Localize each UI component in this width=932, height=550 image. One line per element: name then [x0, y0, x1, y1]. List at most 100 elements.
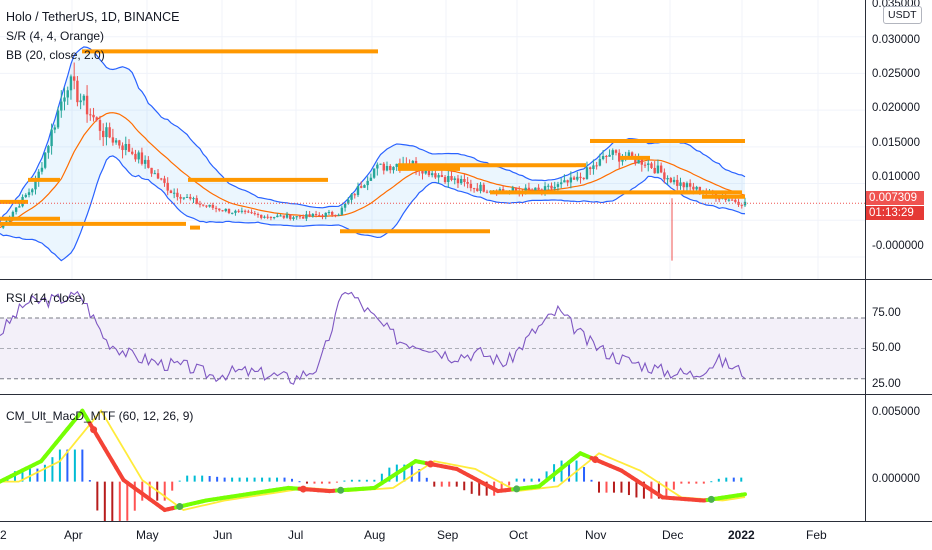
time-label: Jun — [213, 528, 233, 542]
candle-body — [740, 204, 743, 206]
candle-body — [60, 101, 63, 111]
pane-separator[interactable] — [0, 279, 932, 280]
candle-body — [140, 152, 144, 164]
macd-histogram-bar — [538, 478, 541, 482]
candle-body — [385, 165, 389, 171]
candle-body — [14, 207, 18, 212]
candle-body — [247, 211, 250, 213]
candle-body — [360, 186, 363, 188]
candle-body — [182, 197, 186, 199]
candle-body — [63, 97, 66, 102]
candle-body — [211, 204, 215, 208]
candle-body — [682, 182, 685, 188]
candle-body — [92, 114, 95, 118]
macd-axis[interactable]: 0.005000 0.000000 — [865, 395, 932, 521]
macd-histogram-bar — [283, 477, 286, 482]
macd-histogram-bar — [186, 475, 189, 482]
macd-histogram-bar — [642, 481, 645, 499]
candle-body — [231, 212, 234, 214]
macd-histogram-bar — [470, 481, 473, 494]
candle-body — [250, 212, 253, 214]
candle-body — [640, 158, 643, 165]
candle-body — [463, 178, 466, 183]
macd-histogram-bar — [612, 481, 615, 493]
macd-tick: 0.005000 — [872, 406, 920, 418]
rsi-legend[interactable]: RSI (14, close) — [6, 291, 86, 305]
candle-body — [585, 167, 589, 179]
candle-body — [11, 211, 15, 217]
macd-histogram-bar — [545, 471, 548, 482]
candle-body — [666, 178, 669, 180]
candle-body — [608, 154, 611, 157]
bollinger-lower-line — [0, 155, 746, 262]
macd-histogram-bar — [530, 478, 533, 482]
macd-histogram-bar — [485, 481, 488, 496]
candle-body — [669, 178, 673, 183]
macd-histogram-bar — [560, 460, 563, 482]
macd-histogram-bar — [740, 477, 743, 482]
time-label: Dec — [662, 528, 684, 542]
currency-badge[interactable]: USDT — [883, 6, 922, 24]
rsi-chart[interactable] — [0, 280, 865, 394]
candle-body — [237, 210, 240, 212]
candle-body — [679, 182, 682, 186]
candle-body — [166, 182, 169, 191]
candle-body — [66, 90, 69, 98]
price-tick: 0.025000 — [872, 68, 920, 80]
macd-pane[interactable]: CM_Ult_MacD_MTF (60, 12, 26, 9) — [0, 395, 865, 521]
symbol-title[interactable]: Holo / TetherUS, 1D, BINANCE — [6, 10, 180, 24]
candle-body — [559, 182, 563, 185]
macd-histogram-bar — [268, 477, 271, 482]
candle-body — [198, 203, 202, 205]
macd-chart[interactable] — [0, 395, 865, 521]
time-axis[interactable]: 2 Apr May Jun Jul Aug Sep Oct Nov Dec 20… — [0, 522, 932, 550]
macd-histogram-bar — [88, 480, 91, 482]
candle-body — [537, 187, 540, 190]
candle-body — [150, 167, 153, 174]
macd-tick: 0.000000 — [872, 473, 920, 485]
candle-body — [572, 177, 576, 180]
candle-body — [79, 100, 82, 103]
price-tick: 0.015000 — [872, 137, 920, 149]
candle-body — [343, 203, 347, 208]
candle-body — [305, 214, 308, 219]
candle-body — [734, 199, 737, 202]
macd-histogram-bar — [118, 481, 121, 521]
macd-histogram-bar — [568, 460, 571, 482]
macd-histogram-bar — [223, 477, 226, 482]
candle-body — [382, 163, 385, 171]
candle-body — [611, 150, 614, 155]
candle-body — [289, 214, 292, 219]
price-chart[interactable] — [0, 0, 865, 279]
candle-body — [95, 117, 98, 121]
macd-histogram-bar — [590, 479, 593, 482]
candle-body — [476, 188, 479, 192]
candle-body — [550, 185, 553, 189]
macd-histogram-bar — [440, 481, 443, 487]
rsi-axis[interactable]: 75.00 50.00 25.00 — [865, 280, 932, 394]
time-label: Jul — [288, 528, 304, 542]
bb-indicator-legend[interactable]: BB (20, close, 2.0) — [6, 48, 105, 62]
price-tick: 0.035000 — [872, 0, 920, 10]
price-axis[interactable]: 0.035000 0.030000 0.025000 0.020000 0.01… — [865, 0, 932, 279]
macd-histogram-bar — [717, 478, 720, 482]
pane-separator[interactable] — [0, 394, 932, 395]
candle-body — [672, 179, 676, 183]
candle-body — [643, 164, 647, 166]
price-pane[interactable]: Holo / TetherUS, 1D, BINANCE S/R (4, 4, … — [0, 0, 865, 279]
candle-body — [663, 172, 666, 180]
candle-body — [434, 173, 437, 178]
candle-body — [337, 214, 340, 216]
sr-indicator-legend[interactable]: S/R (4, 4, Orange) — [6, 29, 105, 43]
candle-body — [688, 183, 692, 187]
candle-body — [176, 192, 179, 197]
candle-body — [456, 178, 460, 184]
price-tick: -0.000000 — [872, 240, 924, 252]
macd-legend[interactable]: CM_Ult_MacD_MTF (60, 12, 26, 9) — [6, 409, 194, 423]
candle-body — [279, 215, 282, 217]
macd-histogram-bar — [657, 481, 660, 499]
candle-body — [459, 178, 463, 184]
candle-body — [195, 198, 198, 204]
candle-body — [40, 167, 44, 172]
rsi-pane[interactable]: RSI (14, close) — [0, 280, 865, 394]
